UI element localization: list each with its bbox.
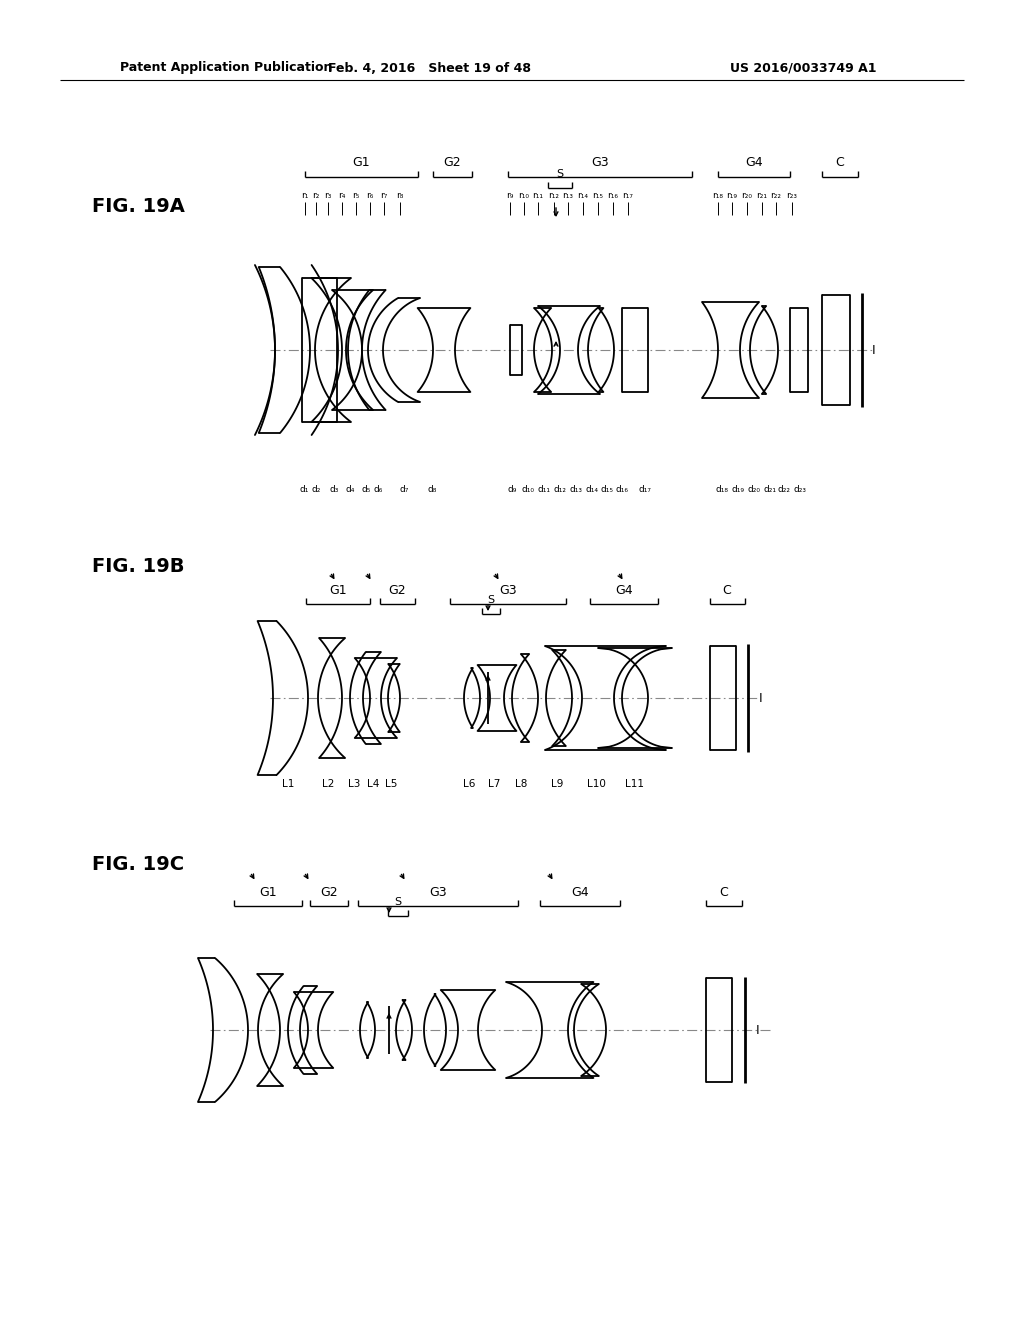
Text: d₄: d₄: [345, 486, 354, 495]
Text: G2: G2: [388, 583, 406, 597]
Text: Patent Application Publication: Patent Application Publication: [120, 62, 333, 74]
Text: r₁₃: r₁₃: [562, 190, 573, 199]
Text: d₈: d₈: [427, 486, 436, 495]
Text: r₁₇: r₁₇: [623, 190, 634, 199]
Text: d₂₁: d₂₁: [764, 486, 776, 495]
Text: L7: L7: [487, 779, 500, 789]
Text: d₁₉: d₁₉: [731, 486, 744, 495]
Text: d₁₅: d₁₅: [600, 486, 613, 495]
Text: r₁: r₁: [301, 190, 308, 199]
Text: d₁₁: d₁₁: [538, 486, 551, 495]
Text: r₂₁: r₂₁: [757, 190, 768, 199]
Text: r₂₀: r₂₀: [741, 190, 753, 199]
Text: G1: G1: [329, 583, 347, 597]
Text: d₁₈: d₁₈: [716, 486, 728, 495]
Text: G2: G2: [443, 157, 461, 169]
Text: Feb. 4, 2016   Sheet 19 of 48: Feb. 4, 2016 Sheet 19 of 48: [329, 62, 531, 74]
Text: d₂₀: d₂₀: [748, 486, 761, 495]
Text: L2: L2: [322, 779, 334, 789]
Text: L1: L1: [282, 779, 294, 789]
Text: L5: L5: [385, 779, 397, 789]
Text: d₁₄: d₁₄: [586, 486, 598, 495]
Text: I: I: [872, 343, 876, 356]
Text: L10: L10: [587, 779, 605, 789]
Text: r₉: r₉: [506, 190, 514, 199]
Text: r₅: r₅: [352, 190, 359, 199]
Text: G4: G4: [571, 886, 589, 899]
Text: G3: G3: [429, 886, 446, 899]
Text: r₁₅: r₁₅: [593, 190, 603, 199]
Text: r₈: r₈: [396, 190, 403, 199]
Text: I: I: [756, 1023, 760, 1036]
Text: G1: G1: [259, 886, 276, 899]
Text: d₇: d₇: [399, 486, 409, 495]
Text: r₁₁: r₁₁: [532, 190, 544, 199]
Text: r₂₂: r₂₂: [770, 190, 781, 199]
Text: S: S: [556, 169, 563, 180]
Text: d₅: d₅: [361, 486, 371, 495]
Text: I: I: [759, 692, 763, 705]
Text: d₁₆: d₁₆: [615, 486, 629, 495]
Text: r₇: r₇: [380, 190, 388, 199]
Text: C: C: [836, 157, 845, 169]
Text: d₁₇: d₁₇: [639, 486, 651, 495]
Text: d₃: d₃: [330, 486, 339, 495]
Text: r₃: r₃: [325, 190, 332, 199]
Text: G1: G1: [352, 157, 370, 169]
Text: G4: G4: [615, 583, 633, 597]
Text: d₂₂: d₂₂: [777, 486, 791, 495]
Text: r₂₃: r₂₃: [786, 190, 798, 199]
Text: d₁₃: d₁₃: [569, 486, 583, 495]
Text: S: S: [394, 898, 401, 907]
Text: r₁₄: r₁₄: [578, 190, 589, 199]
Text: L9: L9: [551, 779, 563, 789]
Text: FIG. 19C: FIG. 19C: [92, 855, 184, 874]
Text: r₁₂: r₁₂: [549, 190, 559, 199]
Text: d₉: d₉: [507, 486, 517, 495]
Text: L8: L8: [515, 779, 527, 789]
Text: r₁₆: r₁₆: [607, 190, 618, 199]
Text: d₁₂: d₁₂: [554, 486, 566, 495]
Text: d₂₃: d₂₃: [794, 486, 807, 495]
Text: r₁₈: r₁₈: [713, 190, 724, 199]
Text: FIG. 19A: FIG. 19A: [92, 198, 185, 216]
Text: r₁₉: r₁₉: [726, 190, 737, 199]
Text: S: S: [487, 595, 495, 605]
Text: d₁: d₁: [299, 486, 308, 495]
Text: C: C: [720, 886, 728, 899]
Text: US 2016/0033749 A1: US 2016/0033749 A1: [730, 62, 877, 74]
Text: G2: G2: [321, 886, 338, 899]
Text: r₁₀: r₁₀: [518, 190, 529, 199]
Text: r₄: r₄: [338, 190, 346, 199]
Text: L4: L4: [367, 779, 379, 789]
Text: d₁₀: d₁₀: [521, 486, 535, 495]
Text: G4: G4: [745, 157, 763, 169]
Text: r₆: r₆: [367, 190, 374, 199]
Text: d₆: d₆: [374, 486, 383, 495]
Text: L11: L11: [625, 779, 643, 789]
Text: d₂: d₂: [311, 486, 321, 495]
Text: C: C: [723, 583, 731, 597]
Text: G3: G3: [591, 157, 609, 169]
Text: L3: L3: [348, 779, 360, 789]
Text: FIG. 19B: FIG. 19B: [92, 557, 184, 577]
Text: L6: L6: [463, 779, 475, 789]
Text: r₂: r₂: [312, 190, 319, 199]
Text: G3: G3: [499, 583, 517, 597]
